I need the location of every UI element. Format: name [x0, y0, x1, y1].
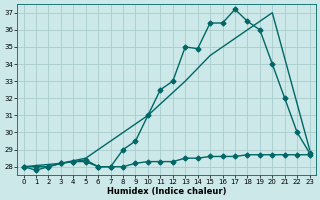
X-axis label: Humidex (Indice chaleur): Humidex (Indice chaleur) — [107, 187, 226, 196]
